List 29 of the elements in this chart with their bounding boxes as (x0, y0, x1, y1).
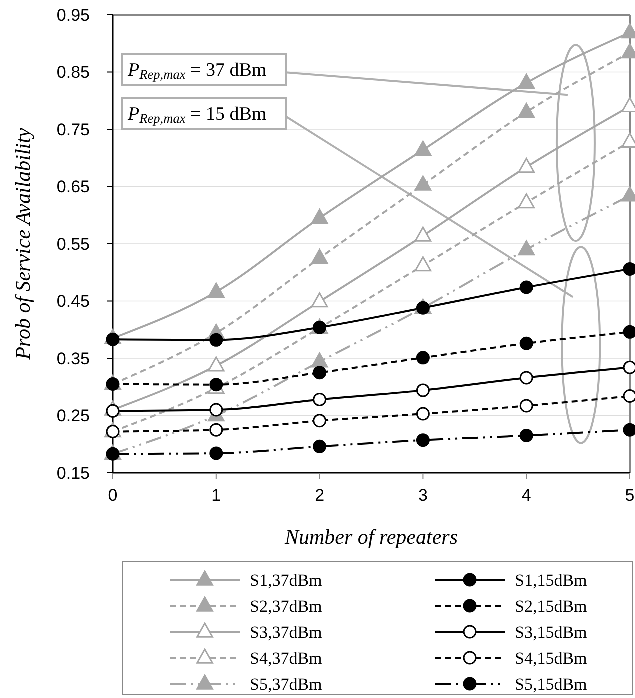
legend-label: S4,15dBm (515, 648, 588, 668)
y-axis-title: Prob of Service Availability (11, 128, 35, 361)
y-tick-label: 0.55 (56, 234, 90, 254)
annotation: P$_{Rep,max}$ = 37 dBm (127, 60, 267, 82)
x-tick-label: 1 (212, 486, 222, 505)
x-tick-label: 3 (418, 486, 428, 505)
legend-label: S3,15dBm (515, 622, 588, 642)
y-tick-label: 0.25 (56, 406, 90, 426)
legend-label: S3,37dBm (250, 622, 322, 642)
legend-label: S1,15dBm (515, 570, 588, 590)
x-tick-label: 5 (625, 486, 635, 505)
legend-label: S4,37dBm (250, 648, 322, 668)
y-tick-label: 0.65 (56, 178, 90, 197)
y-tick-label: 0.45 (56, 292, 90, 312)
legend-label: S1,37dBm (250, 570, 322, 590)
x-axis-title: Number of repeaters (284, 525, 458, 549)
x-tick-label: 2 (315, 486, 325, 505)
y-tick-label: 0.85 (56, 63, 90, 82)
x-tick-label: 4 (522, 486, 532, 505)
y-tick-label: 0.35 (56, 349, 90, 368)
y-tick-label: 0.95 (56, 6, 90, 25)
legend-label: S5,37dBm (250, 674, 322, 694)
legend-label: S2,15dBm (515, 596, 588, 616)
annotation: P$_{Rep,max}$ = 15 dBm (127, 104, 267, 126)
y-tick-label: 0.15 (56, 464, 90, 483)
legend-label: S2,37dBm (250, 596, 322, 616)
x-tick-label: 0 (108, 486, 118, 505)
legend-label: S5,15dBm (515, 674, 588, 694)
y-tick-label: 0.75 (56, 120, 90, 140)
